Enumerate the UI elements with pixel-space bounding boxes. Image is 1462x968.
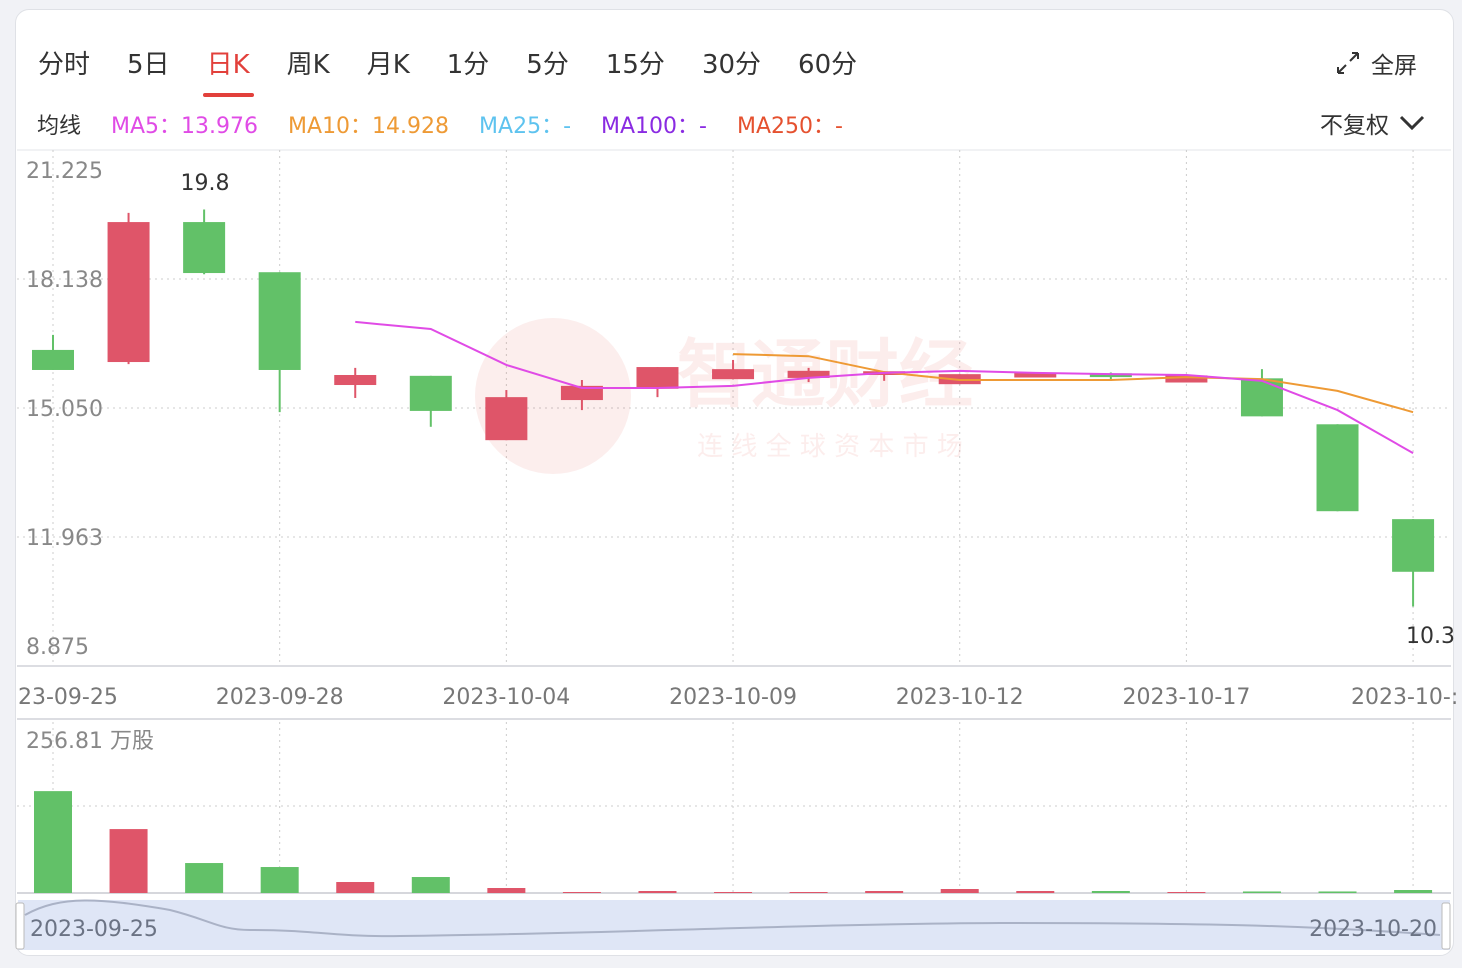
low-label: 10.3	[1406, 624, 1455, 649]
volume-bar	[109, 829, 148, 893]
candle-body	[409, 375, 452, 411]
tab-2[interactable]: 日K	[202, 44, 254, 97]
fullscreen-label: 全屏	[1371, 53, 1417, 79]
adjust-label: 不复权	[1320, 113, 1389, 139]
candle-body	[107, 222, 150, 363]
tab-4[interactable]: 月K	[366, 50, 410, 80]
volume-bar	[260, 867, 299, 893]
tab-0[interactable]: 分时	[38, 50, 91, 80]
volume-max-label: 256.81 万股	[26, 729, 154, 754]
ma-legend: 均线 MA5：13.976 MA10：14.928 MA25：- MA100：- MA2…	[37, 108, 873, 140]
x-tick-label: 2023-10-17	[1122, 685, 1250, 710]
tab-7[interactable]: 15分	[605, 50, 665, 80]
ma-title: 均线	[37, 114, 82, 139]
tab-1[interactable]: 5日	[127, 50, 170, 80]
volume-bar	[336, 882, 375, 893]
tab-5[interactable]: 1分	[446, 50, 490, 80]
x-tick-label: 2023-09-28	[216, 685, 344, 710]
candle-body	[1089, 373, 1132, 378]
volume-bar	[1167, 892, 1206, 893]
volume-bar	[487, 888, 526, 893]
slider-sparkline	[24, 899, 1441, 938]
period-tabs: 分时 5日 日K 周K 月K 1分 5分 15分 30分 60分	[38, 44, 894, 97]
x-tick-label: 23-09-25	[18, 685, 118, 710]
x-tick-label: 2023-10-04	[442, 685, 570, 710]
candle-body	[1316, 424, 1359, 512]
fullscreen-button[interactable]: 全屏	[1335, 46, 1417, 80]
slider-handle-right[interactable]	[1441, 902, 1451, 950]
candle-body	[787, 370, 830, 378]
ma-item: MA25：-	[479, 114, 572, 139]
slider-handle-left[interactable]	[15, 902, 25, 950]
ma-item: MA250：-	[736, 114, 843, 139]
volume-bar	[1091, 891, 1130, 893]
chevron-down-icon	[1399, 115, 1425, 131]
volume-bar	[1016, 891, 1055, 893]
candle-body	[485, 397, 528, 441]
volume-bar	[1242, 891, 1281, 893]
watermark-subtitle: 连 线 全 球 资 本 市 场	[697, 432, 963, 462]
volume-bar	[1394, 890, 1433, 893]
candle-body	[636, 367, 679, 389]
y-tick-label: 15.050	[26, 397, 103, 422]
volume-bar	[865, 891, 904, 893]
ma-item: MA100：-	[601, 114, 707, 139]
candle-body	[32, 349, 74, 370]
y-tick-label: 8.875	[26, 635, 89, 660]
candle-body	[258, 272, 301, 370]
candle-body	[334, 374, 377, 386]
volume-bar	[1318, 891, 1357, 893]
slider-start-label: 2023-09-25	[30, 917, 158, 942]
slider-end-label: 2023-10-20	[1309, 917, 1437, 942]
expand-icon	[1337, 52, 1359, 74]
watermark-logo	[475, 318, 631, 474]
candle-body	[1392, 519, 1435, 572]
tab-6[interactable]: 5分	[526, 50, 569, 80]
volume-bar	[638, 891, 677, 893]
ma5-line	[355, 320, 1414, 454]
y-tick-label: 11.963	[26, 526, 103, 551]
tab-3[interactable]: 周K	[286, 50, 330, 80]
candle-body	[1165, 375, 1208, 383]
y-tick-label: 21.225	[26, 159, 103, 184]
volume-bar	[789, 892, 828, 893]
range-slider[interactable]: 2023-09-25 2023-10-20	[15, 899, 1451, 950]
x-tick-label: 2023-10-12	[896, 685, 1024, 710]
candle-body	[560, 385, 603, 401]
volume-bar	[34, 791, 72, 893]
volume-bar	[940, 889, 979, 893]
candle-body	[183, 222, 226, 274]
ma10-line	[733, 353, 1414, 414]
candle-body	[1240, 378, 1283, 417]
volume-bar	[562, 892, 601, 893]
tab-8[interactable]: 30分	[701, 50, 762, 80]
tab-9[interactable]: 60分	[798, 50, 858, 80]
x-tick-label: 2023-10-:	[1351, 685, 1458, 710]
volume-bar	[714, 892, 753, 893]
ma-item: MA5：13.976	[111, 114, 259, 139]
adjust-dropdown[interactable]: 不复权	[1320, 106, 1425, 140]
candle-body	[1014, 372, 1057, 378]
high-label: 19.8	[181, 171, 230, 196]
ma-item: MA10：14.928	[288, 114, 450, 139]
kline-card: 分时 5日 日K 周K 月K 1分 5分 15分 30分 60分 全屏 均线 MA5：13.976…	[15, 9, 1454, 956]
y-tick-label: 18.138	[26, 268, 103, 293]
volume-bar	[185, 863, 224, 893]
volume-bar	[411, 877, 450, 893]
candle-body	[712, 369, 755, 380]
x-tick-label: 2023-10-09	[669, 685, 797, 710]
